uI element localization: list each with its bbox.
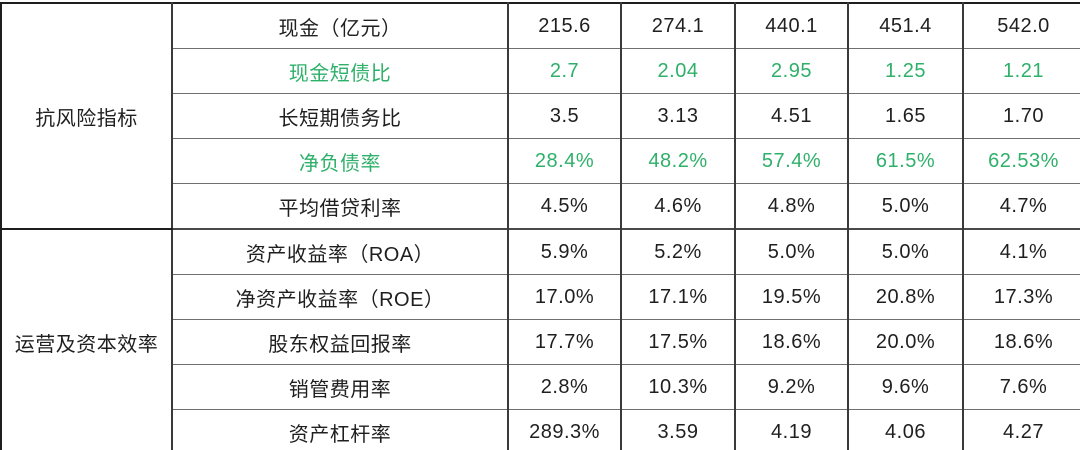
value-cell: 20.0%: [847, 319, 964, 365]
value-cell: 7.6%: [962, 364, 1080, 410]
value-cell: 4.8%: [734, 183, 849, 230]
table-row: 运营及资本效率 资产收益率（ROA） 5.9% 5.2% 5.0% 5.0% 4.1%: [0, 228, 1080, 450]
table-row: 净负债率 28.4% 48.2% 57.4% 61.5% 62.53%: [1, 138, 1080, 184]
value-cell: 4.19: [734, 409, 849, 450]
value-cell: 4.7%: [962, 183, 1080, 230]
value-cell: 5.0%: [734, 228, 849, 275]
value-cell: 4.06: [847, 409, 964, 450]
metric-name-cell: 股东权益回报率: [171, 319, 509, 365]
value-cell: 542.0: [962, 2, 1080, 49]
value-cell: 1.70: [962, 93, 1080, 139]
value-cell: 5.0%: [847, 183, 964, 230]
table-row: 现金短债比 2.7 2.04 2.95 1.25 1.21: [1, 48, 1080, 94]
metric-name-cell: 资产收益率（ROA）: [171, 228, 509, 275]
value-cell: 4.1%: [962, 228, 1080, 275]
value-cell: 9.2%: [734, 364, 849, 410]
value-cell: 215.6: [507, 2, 622, 49]
table-row: 平均借贷利率 4.5% 4.6% 4.8% 5.0% 4.7%: [1, 183, 1080, 230]
metric-name-cell: 长短期债务比: [171, 93, 509, 139]
value-cell: 2.7: [507, 48, 622, 94]
value-cell: 18.6%: [962, 319, 1080, 365]
value-cell: 17.3%: [962, 274, 1080, 320]
value-cell: 61.5%: [847, 138, 964, 184]
table-row: 销管费用率 2.8% 10.3% 9.2% 9.6% 7.6%: [1, 364, 1080, 410]
value-cell: 3.59: [620, 409, 736, 450]
value-cell: 17.5%: [620, 319, 736, 365]
value-cell: 17.7%: [507, 319, 622, 365]
table-row: 资产杠杆率 289.3% 3.59 4.19 4.06 4.27: [1, 409, 1080, 450]
value-cell: 48.2%: [620, 138, 736, 184]
group-label-cell: 抗风险指标: [0, 2, 173, 230]
value-cell: 17.1%: [620, 274, 736, 320]
value-cell: 3.13: [620, 93, 736, 139]
value-cell: 4.5%: [507, 183, 622, 230]
group-label-cell: 运营及资本效率: [0, 228, 173, 450]
value-cell: 5.2%: [620, 228, 736, 275]
table-row: 长短期债务比 3.5 3.13 4.51 1.65 1.70: [1, 93, 1080, 139]
value-cell: 62.53%: [962, 138, 1080, 184]
value-cell: 1.21: [962, 48, 1080, 94]
value-cell: 5.9%: [507, 228, 622, 275]
value-cell: 4.51: [734, 93, 849, 139]
value-cell: 3.5: [507, 93, 622, 139]
value-cell: 28.4%: [507, 138, 622, 184]
table-row: 股东权益回报率 17.7% 17.5% 18.6% 20.0% 18.6%: [1, 319, 1080, 365]
value-cell: 451.4: [847, 2, 964, 49]
value-cell: 20.8%: [847, 274, 964, 320]
value-cell: 19.5%: [734, 274, 849, 320]
value-cell: 18.6%: [734, 319, 849, 365]
value-cell: 17.0%: [507, 274, 622, 320]
value-cell: 9.6%: [847, 364, 964, 410]
metric-name-cell: 现金短债比: [171, 48, 509, 94]
metric-name-cell: 销管费用率: [171, 364, 509, 410]
value-cell: 2.8%: [507, 364, 622, 410]
metric-name-cell: 净负债率: [171, 138, 509, 184]
value-cell: 4.27: [962, 409, 1080, 450]
value-cell: 10.3%: [620, 364, 736, 410]
value-cell: 4.6%: [620, 183, 736, 230]
value-cell: 274.1: [620, 2, 736, 49]
table-row: 抗风险指标 现金（亿元） 215.6 274.1 440.1 451.4 542.0: [0, 2, 1080, 230]
metric-name-cell: 净资产收益率（ROE）: [171, 274, 509, 320]
metric-name-cell: 资产杠杆率: [171, 409, 509, 450]
value-cell: 289.3%: [507, 409, 622, 450]
value-cell: 2.04: [620, 48, 736, 94]
value-cell: 57.4%: [734, 138, 849, 184]
metric-name-cell: 现金（亿元）: [171, 2, 509, 49]
value-cell: 1.65: [847, 93, 964, 139]
value-cell: 440.1: [734, 2, 849, 49]
value-cell: 2.95: [734, 48, 849, 94]
value-cell: 1.25: [847, 48, 964, 94]
metric-name-cell: 平均借贷利率: [171, 183, 509, 230]
value-cell: 5.0%: [847, 228, 964, 275]
